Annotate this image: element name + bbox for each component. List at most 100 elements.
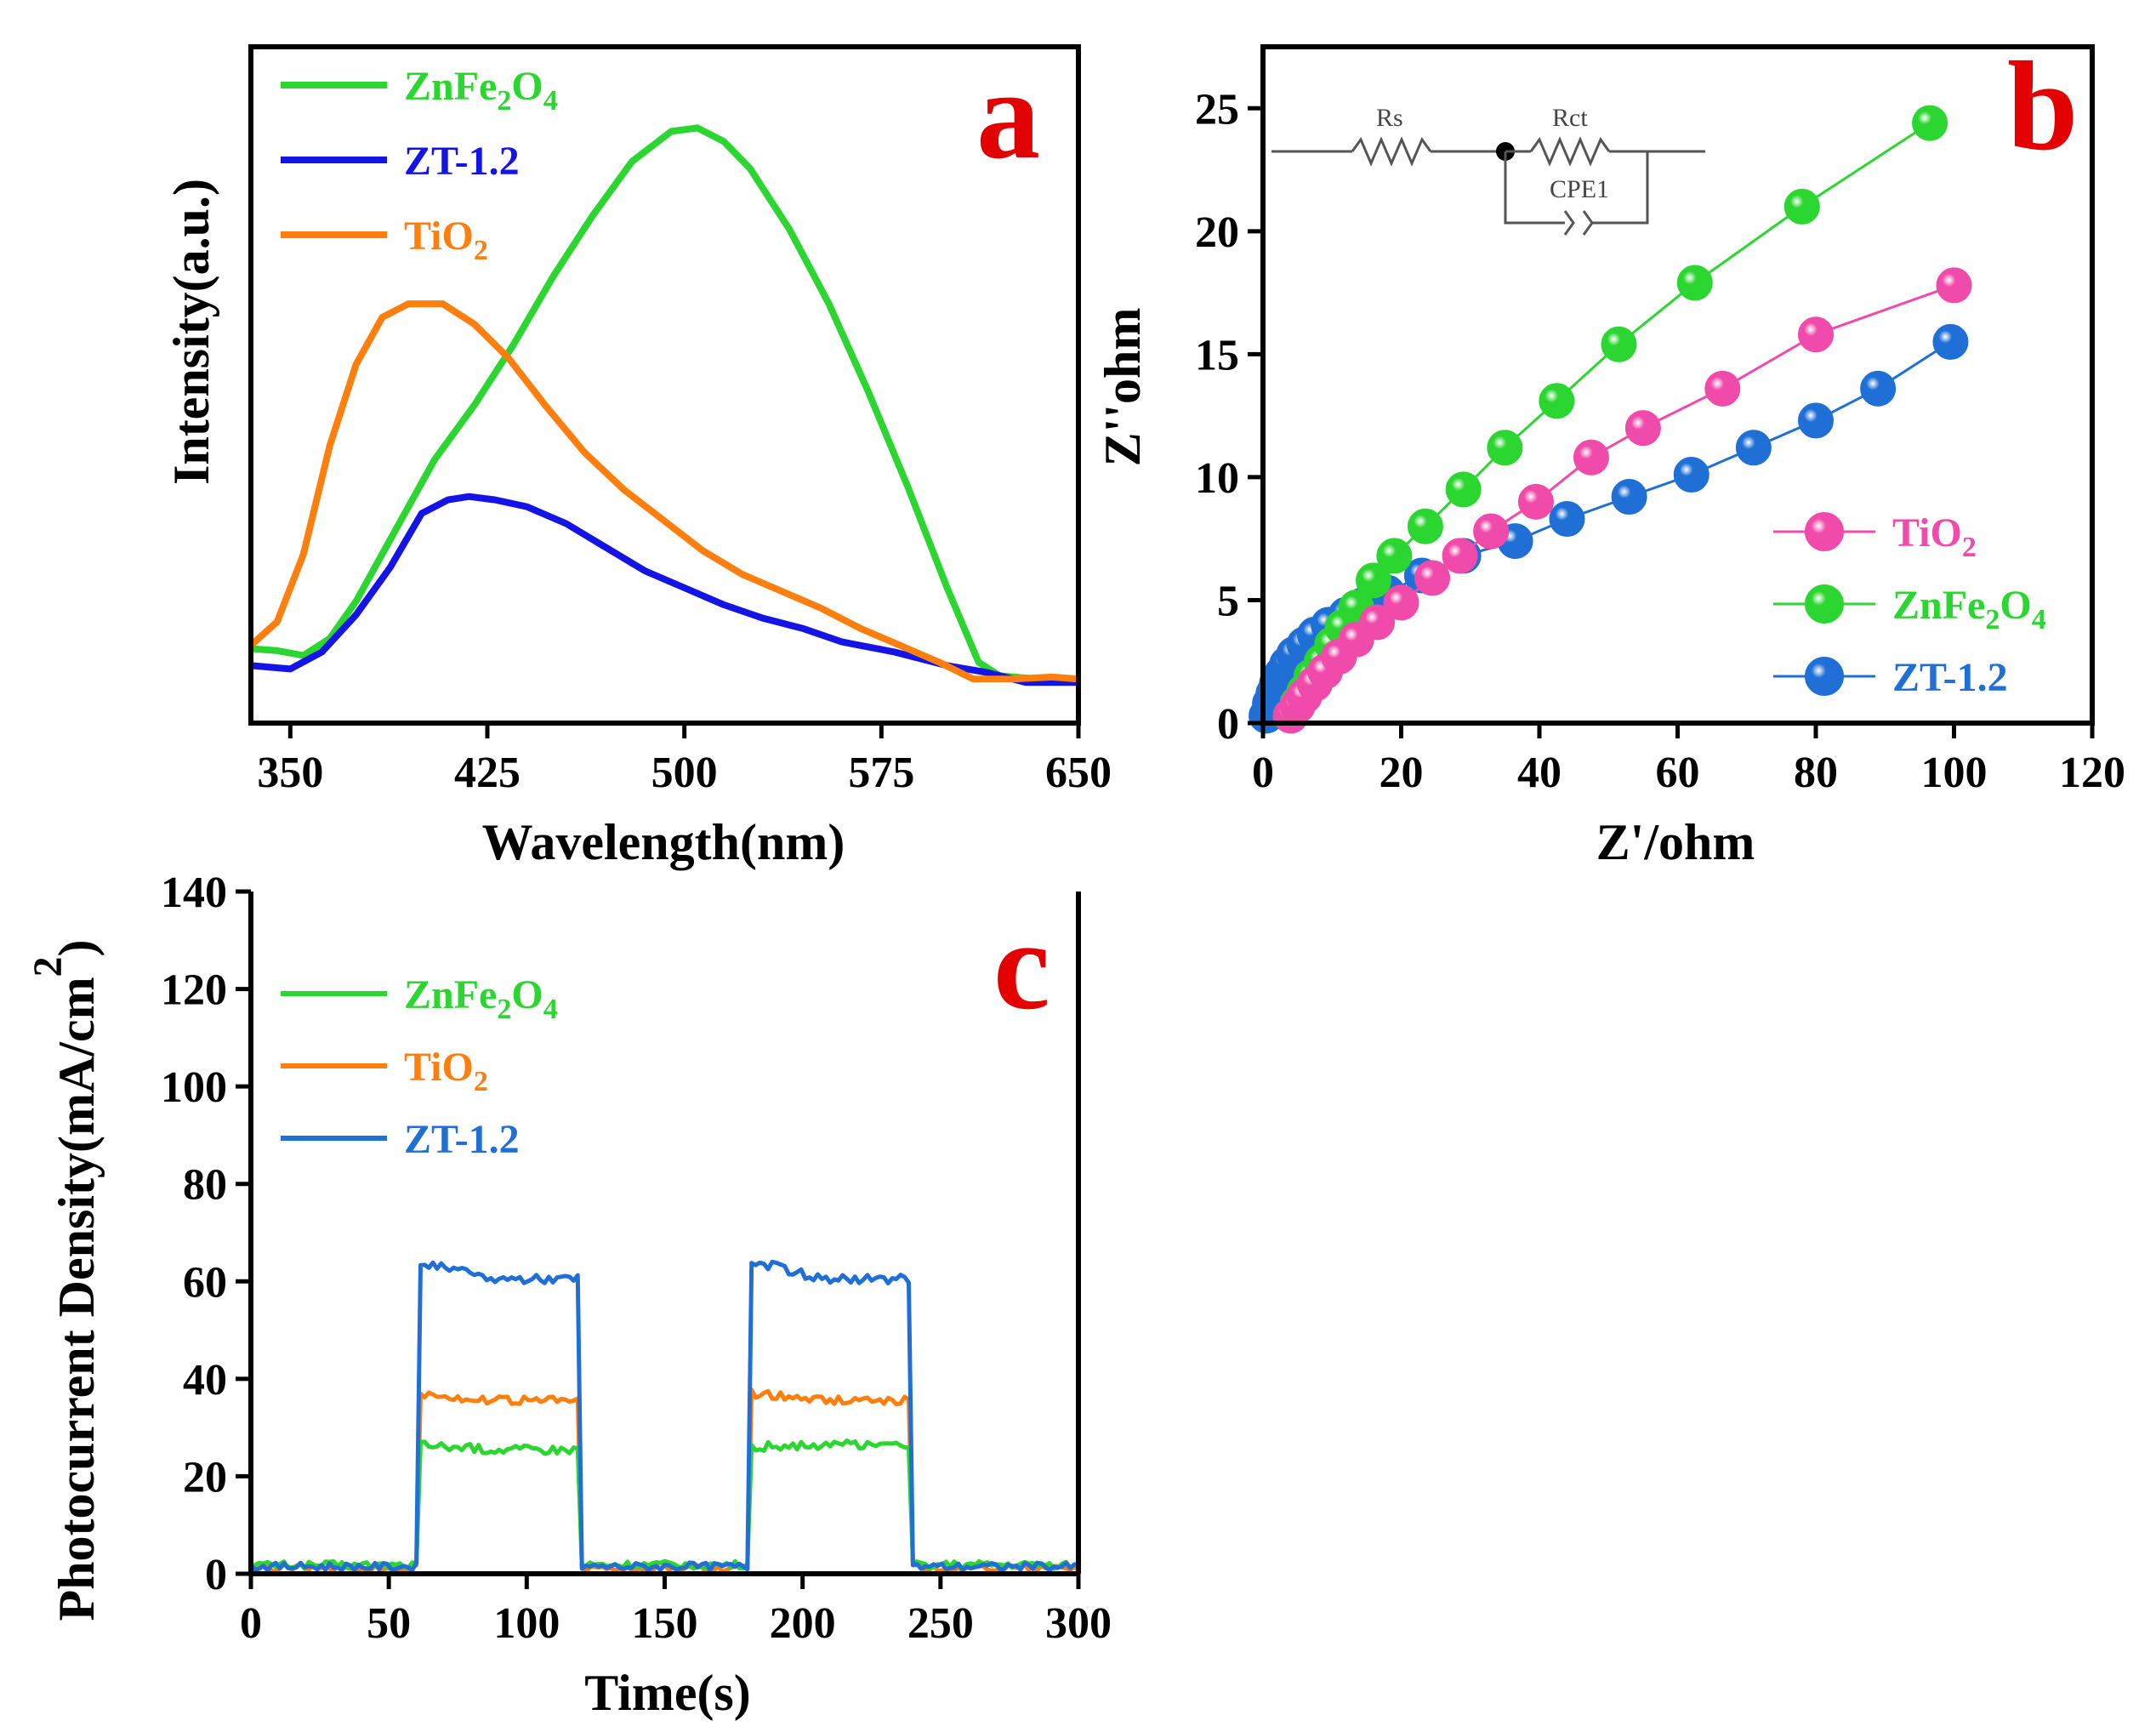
x-tick-label: 120 <box>2059 749 2125 797</box>
data-point-blue_c <box>1549 501 1585 538</box>
data-point-blue_c <box>1798 402 1834 439</box>
panel-b-y-axis-label: Z''ohm <box>1095 308 1151 467</box>
panel-a-x-ticks: 350 425 500 575 650 <box>257 723 1112 797</box>
data-point-green <box>1407 508 1443 544</box>
x-tick-label: 350 <box>257 749 323 797</box>
series-line-orange <box>248 300 1079 683</box>
panel-c-photocurrent-chart: ZnFe2O4 TiO2 ZT-1.2 0 50 100 150 200 250 300 0 20 4… <box>26 869 1112 1721</box>
data-point-pink <box>1798 316 1834 353</box>
panel-b-nyquist-chart: Rs Rct CPE1 TiO2 ZnFe2O4 ZT-1.2 0 20 40 60 80 1… <box>1095 36 2125 870</box>
data-point-pink <box>1359 604 1396 641</box>
x-tick-label: 150 <box>632 1599 698 1648</box>
legend-marker <box>1805 657 1844 696</box>
legend-label: TiO2 <box>404 214 488 266</box>
data-point-green <box>1783 188 1820 225</box>
data-point-pink <box>1517 483 1554 520</box>
data-point-pink <box>1704 370 1741 407</box>
panel-a-spectrum-chart: ZnFe2O4 ZT-1.2 TiO2 350 425 500 575 650 Wavele… <box>163 44 1112 870</box>
circuit-resistor-rs <box>1351 136 1432 167</box>
x-tick-label: 20 <box>1379 749 1424 797</box>
circuit-label-rs: Rs <box>1376 104 1403 132</box>
panel-b-x-axis-label: Z'/ohm <box>1596 814 1755 870</box>
panel-c-y-axis-label-superscript: 2 <box>26 956 71 977</box>
series-line-blue_c <box>249 1259 1078 1573</box>
x-tick-label: 80 <box>1794 749 1838 797</box>
equivalent-circuit-inset: Rs Rct CPE1 <box>1271 104 1705 236</box>
x-tick-label: 0 <box>240 1599 262 1648</box>
panel-c-letter: c <box>993 895 1050 1036</box>
data-point-pink <box>1383 584 1419 621</box>
panel-c-x-axis-label: Time(s) <box>584 1665 751 1721</box>
legend-label: ZT-1.2 <box>1892 655 2008 700</box>
x-tick-label: 250 <box>907 1599 974 1648</box>
x-tick-label: 425 <box>454 749 521 797</box>
x-tick-label: 50 <box>367 1599 411 1648</box>
x-tick-label: 650 <box>1045 749 1112 797</box>
panel-a-x-axis-label: Wavelength(nm) <box>482 814 845 870</box>
legend-marker <box>1805 512 1844 551</box>
data-point-blue_c <box>1860 370 1897 407</box>
legend-label: ZT-1.2 <box>404 1117 520 1162</box>
circuit-resistor-rct <box>1529 136 1611 167</box>
legend-label: ZnFe2O4 <box>404 64 558 117</box>
x-tick-label: 100 <box>493 1599 560 1648</box>
data-point-green <box>1601 326 1637 362</box>
circuit-parallel-branch <box>1504 151 1565 225</box>
panel-c-ticks: 0 50 100 150 200 250 300 0 20 40 60 80 100 120 140 <box>161 869 1112 1648</box>
y-tick-label: 25 <box>1195 85 1239 134</box>
series-line-blue <box>250 493 1078 687</box>
y-tick-label: 20 <box>1195 208 1239 257</box>
panel-c-y-axis-label-close: ) <box>48 939 105 956</box>
legend-label: ZT-1.2 <box>404 139 520 184</box>
legend-label: ZnFe2O4 <box>404 972 558 1025</box>
circuit-label-rct: Rct <box>1552 104 1588 132</box>
data-point-blue_c <box>1611 479 1647 516</box>
series-line-green <box>250 124 1078 683</box>
x-tick-label: 500 <box>651 749 718 797</box>
legend-marker <box>1805 584 1844 624</box>
panel-a-letter: a <box>976 44 1040 185</box>
y-tick-label: 100 <box>161 1063 227 1112</box>
data-point-green <box>1376 538 1413 574</box>
circuit-cpe-element <box>1563 210 1594 236</box>
y-tick-label: 15 <box>1195 331 1239 379</box>
circuit-label-cpe: CPE1 <box>1550 175 1609 203</box>
data-point-blue_c <box>1735 430 1772 466</box>
y-tick-label: 0 <box>205 1551 227 1599</box>
y-tick-label: 5 <box>1217 577 1239 625</box>
y-tick-label: 10 <box>1195 454 1239 503</box>
x-tick-label: 60 <box>1656 749 1700 797</box>
data-point-green <box>1356 562 1391 599</box>
data-point-pink <box>1414 560 1451 596</box>
panel-a-y-axis-label: Intensity(a.u.) <box>163 179 219 485</box>
y-tick-label: 40 <box>183 1356 227 1404</box>
legend-label: TiO2 <box>404 1045 488 1097</box>
data-point-blue_c <box>1932 323 1969 360</box>
panel-b-letter: b <box>2007 36 2078 177</box>
x-tick-label: 575 <box>848 749 914 797</box>
data-point-green <box>1487 430 1523 466</box>
x-tick-label: 100 <box>1921 749 1988 797</box>
data-point-green <box>1912 105 1948 141</box>
series-line-blue_c <box>1265 340 1952 716</box>
plot-frame <box>248 44 1081 726</box>
panel-c-legend: ZnFe2O4 TiO2 ZT-1.2 <box>281 972 558 1162</box>
x-tick-label: 300 <box>1045 1599 1112 1648</box>
data-point-pink <box>1936 267 1972 304</box>
y-tick-label: 20 <box>183 1453 227 1501</box>
data-point-green <box>1539 383 1575 419</box>
y-tick-label: 140 <box>161 869 227 917</box>
panel-a-plot-area <box>248 44 1081 726</box>
y-tick-label: 80 <box>183 1161 227 1210</box>
y-tick-label: 60 <box>183 1258 227 1307</box>
data-point-pink <box>1473 513 1510 550</box>
data-point-blue_c <box>1673 457 1709 493</box>
y-tick-label: 120 <box>161 966 227 1015</box>
data-point-pink <box>1573 439 1609 476</box>
x-tick-label: 40 <box>1517 749 1562 797</box>
x-tick-label: 200 <box>770 1599 836 1648</box>
data-point-pink <box>1624 410 1661 447</box>
panel-c-y-axis-label: Photocurrent Density(mA/cm2) <box>26 939 105 1621</box>
panel-b-ticks: 0 20 40 60 80 100 120 0 5 10 15 20 25 <box>1195 85 2125 797</box>
